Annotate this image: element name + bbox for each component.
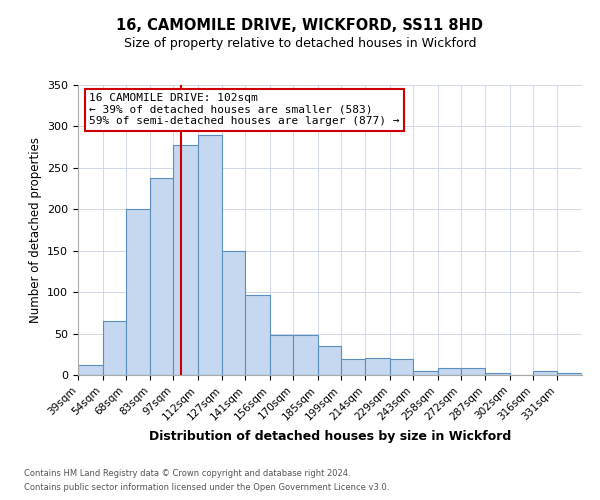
Text: Contains HM Land Registry data © Crown copyright and database right 2024.: Contains HM Land Registry data © Crown c… [24,468,350,477]
Bar [103,321,125,375]
Bar [557,372,582,375]
Bar [341,360,365,375]
Bar [78,365,103,375]
Text: 16, CAMOMILE DRIVE, WICKFORD, SS11 8HD: 16, CAMOMILE DRIVE, WICKFORD, SS11 8HD [116,18,484,32]
Bar [365,358,390,375]
Bar [223,250,245,375]
Bar [150,178,173,375]
Bar [270,335,293,375]
Y-axis label: Number of detached properties: Number of detached properties [29,137,41,323]
Bar [390,360,413,375]
Bar [245,294,270,375]
Bar [413,371,437,375]
Text: 16 CAMOMILE DRIVE: 102sqm
← 39% of detached houses are smaller (583)
59% of semi: 16 CAMOMILE DRIVE: 102sqm ← 39% of detac… [89,94,400,126]
Bar [317,346,341,375]
Bar [485,374,510,375]
X-axis label: Distribution of detached houses by size in Wickford: Distribution of detached houses by size … [149,430,511,443]
Bar [125,210,150,375]
Bar [198,134,223,375]
Text: Size of property relative to detached houses in Wickford: Size of property relative to detached ho… [124,38,476,51]
Text: Contains public sector information licensed under the Open Government Licence v3: Contains public sector information licen… [24,484,389,492]
Bar [533,371,557,375]
Bar [293,335,317,375]
Bar [461,368,485,375]
Bar [173,144,198,375]
Bar [437,368,461,375]
